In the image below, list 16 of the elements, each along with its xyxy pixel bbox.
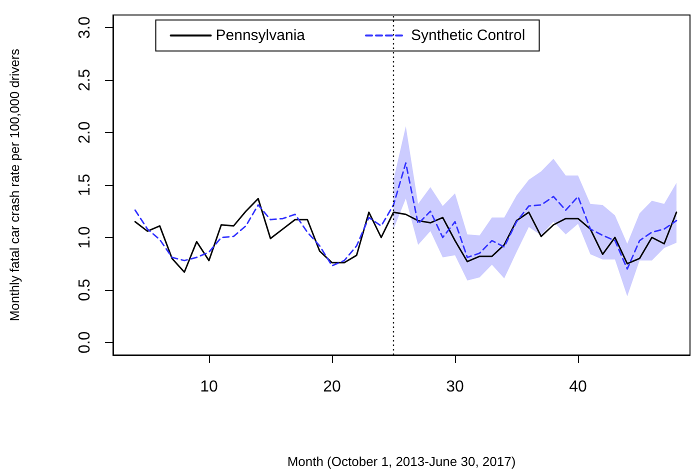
y-tick-label: 1.5 bbox=[76, 174, 94, 196]
x-tick-label: 30 bbox=[446, 378, 464, 396]
x-axis-title: Month (October 1, 2013-June 30, 2017) bbox=[287, 454, 516, 469]
y-axis-title: Monthly fatal car crash rate per 100,000 drivers bbox=[7, 48, 22, 322]
x-tick-label: 10 bbox=[200, 378, 218, 396]
legend-label: Pennsylvania bbox=[216, 27, 306, 44]
x-tick-label: 40 bbox=[569, 378, 588, 396]
y-tick-label: 2.5 bbox=[76, 68, 94, 92]
y-tick-label: 1.0 bbox=[76, 226, 94, 249]
y-tick-label: 0.0 bbox=[76, 331, 94, 354]
legend-label: Synthetic Control bbox=[411, 27, 526, 44]
y-tick-label: 3.0 bbox=[76, 16, 94, 39]
y-tick-label: 2.0 bbox=[76, 121, 94, 144]
y-tick-label: 0.5 bbox=[76, 278, 94, 302]
line-series bbox=[134, 162, 678, 270]
x-tick-label: 20 bbox=[323, 378, 341, 396]
